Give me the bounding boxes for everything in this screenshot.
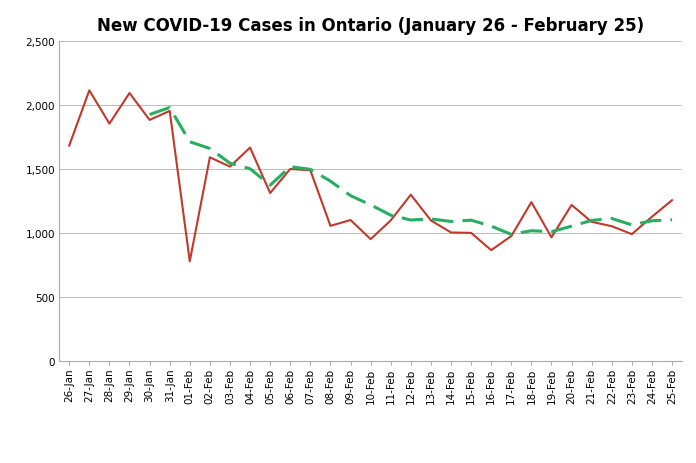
Title: New COVID-19 Cases in Ontario (January 26 - February 25): New COVID-19 Cases in Ontario (January 2… bbox=[97, 17, 644, 35]
